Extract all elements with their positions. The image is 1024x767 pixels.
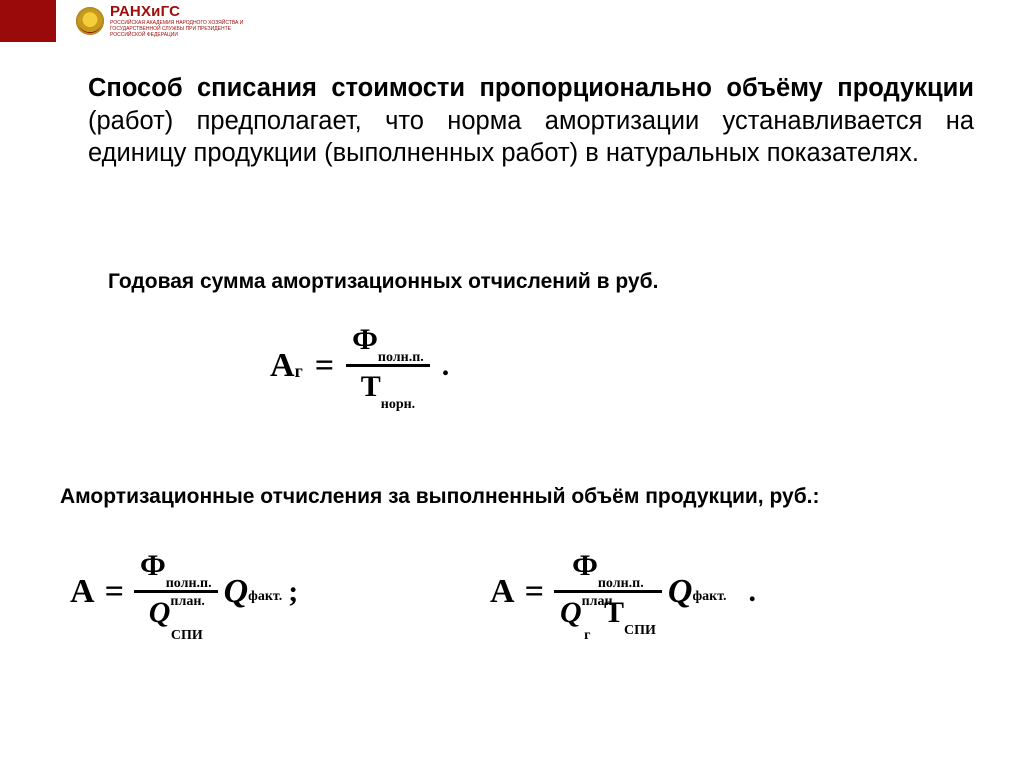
main-paragraph: Способ списания стоимости пропорциональн…: [88, 72, 974, 170]
accent-bar: [0, 0, 56, 42]
slide: РАНХиГС РОССИЙСКАЯ АКАДЕМИЯ НАРОДНОГО ХО…: [0, 0, 1024, 767]
f1-lhs: А: [270, 347, 295, 385]
brand-subtitle: РОССИЙСКАЯ АКАДЕМИЯ НАРОДНОГО ХОЗЯЙСТВА …: [110, 21, 250, 38]
equals-sign: =: [515, 573, 554, 611]
f2-lhs: А: [70, 573, 95, 611]
subheading-2: Амортизационные отчисления за выполненны…: [60, 485, 820, 509]
brand-text: РАНХиГС РОССИЙСКАЯ АКАДЕМИЯ НАРОДНОГО ХО…: [110, 4, 250, 38]
f3-den-Q-sup: план.: [582, 594, 617, 609]
f3-tail-Q: Q: [662, 573, 693, 611]
f2-den-sub: СПИ: [171, 628, 203, 643]
f3-den-T-sub: СПИ: [624, 623, 656, 638]
f2-den-Q: Q: [149, 596, 171, 629]
formula-output-depreciation-b: А = Фполн.п. Qплан.г ТСПИ Qфакт. .: [490, 548, 756, 635]
subheading-1: Годовая сумма амортизационных отчислений…: [108, 270, 658, 294]
paragraph-bold: Способ списания стоимости пропорциональн…: [88, 74, 974, 102]
f1-den-base: Т: [361, 370, 381, 403]
formula-output-depreciation-a: А = Фполн.п. Qплан.СПИ Qфакт. ;: [70, 548, 330, 635]
semicolon: ;: [282, 575, 330, 609]
f2-fraction: Фполн.п. Qплан.СПИ: [134, 548, 218, 635]
period: .: [430, 349, 450, 383]
f2-tail-Q: Q: [218, 573, 249, 611]
f2-num-sub: полн.п.: [166, 576, 212, 591]
f1-num-base: Ф: [352, 323, 378, 356]
f1-lhs-sub: г: [295, 361, 303, 382]
f2-num-base: Ф: [140, 549, 166, 582]
f2-tail-sub: факт.: [248, 589, 282, 605]
f3-num-sub: полн.п.: [598, 576, 644, 591]
f3-num-base: Ф: [572, 549, 598, 582]
formula-annual-depreciation: А г = Фполн.п. Тнорн. .: [270, 322, 449, 409]
f3-den-Q-sub: г: [584, 628, 590, 643]
period: .: [727, 575, 757, 609]
f3-fraction: Фполн.п. Qплан.г ТСПИ: [554, 548, 662, 635]
brand-name: РАНХиГС: [110, 4, 250, 19]
f3-den-Q: Q: [560, 596, 582, 629]
equals-sign: =: [303, 347, 346, 385]
brand-logo: РАНХиГС РОССИЙСКАЯ АКАДЕМИЯ НАРОДНОГО ХО…: [76, 4, 250, 38]
emblem-icon: [76, 7, 104, 35]
f2-den-sup: план.: [170, 594, 205, 609]
f3-lhs: А: [490, 573, 515, 611]
equals-sign: =: [95, 573, 134, 611]
f1-den-sub: норн.: [381, 397, 415, 412]
f3-tail-sub: факт.: [692, 589, 726, 605]
f1-num-sub: полн.п.: [378, 350, 424, 365]
paragraph-rest: (работ) предполагает, что норма амортиза…: [88, 107, 974, 168]
f1-fraction: Фполн.п. Тнорн.: [346, 322, 430, 409]
